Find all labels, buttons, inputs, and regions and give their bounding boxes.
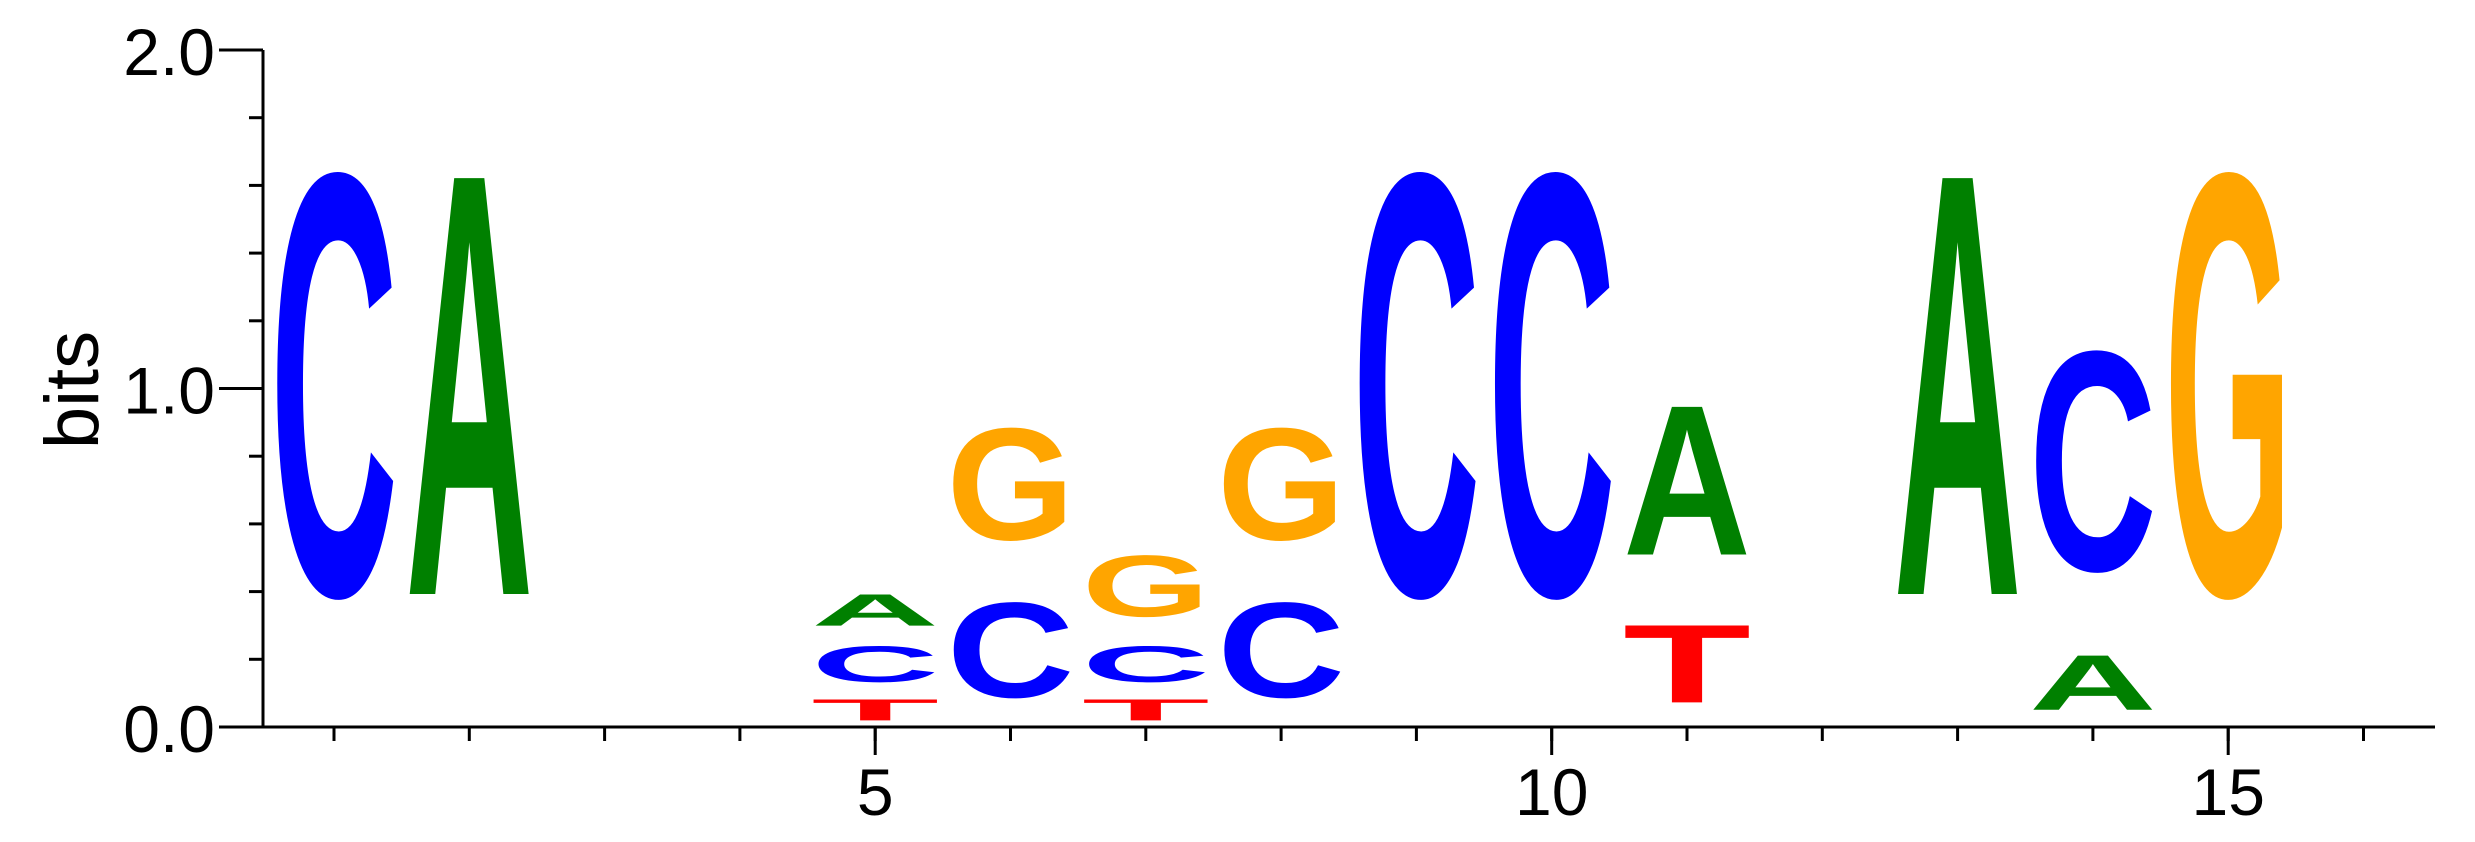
svg-text:A: A: [2029, 639, 2157, 727]
logo-letter-g-pos-8: G: [1217, 395, 1345, 574]
svg-text:C: C: [1082, 635, 1210, 692]
svg-text:C: C: [1352, 48, 1480, 722]
x-axis: 5 10 15: [263, 725, 2435, 829]
svg-text:A: A: [811, 585, 939, 635]
logo-letter-t-pos-11: T: [1623, 601, 1751, 726]
logo-letter-c-pos-14: C: [2029, 287, 2157, 638]
logo-letter-c-pos-5: C: [811, 635, 939, 692]
logo-letter-t-pos-7: T: [1082, 693, 1210, 727]
svg-text:T: T: [1082, 693, 1210, 727]
logo-letter-g-pos-6: G: [947, 395, 1075, 574]
logo-letter-c-pos-8: C: [1217, 575, 1345, 727]
logo-letter-t-pos-5: T: [811, 693, 939, 727]
svg-text:A: A: [405, 48, 533, 722]
logo-letter-a-pos-5: A: [811, 585, 939, 635]
svg-text:C: C: [2029, 287, 2157, 638]
svg-text:T: T: [1623, 601, 1751, 726]
svg-text:G: G: [947, 395, 1075, 574]
svg-text:C: C: [1217, 575, 1345, 727]
svg-text:C: C: [270, 48, 398, 722]
svg-text:G: G: [2164, 47, 2292, 722]
x-tick-label: 15: [2191, 755, 2264, 829]
logo-letter-c-pos-1: C: [270, 48, 398, 722]
logo-letter-c-pos-6: C: [946, 575, 1074, 727]
logo-letter-c-pos-10: C: [1488, 48, 1616, 722]
x-tick-label: 5: [857, 755, 894, 829]
svg-text:C: C: [1488, 48, 1616, 722]
svg-text:C: C: [811, 635, 939, 692]
y-axis-label: bits: [30, 331, 115, 449]
y-tick-label: 0.0: [123, 692, 215, 766]
logo-letter-a-pos-11: A: [1623, 360, 1751, 600]
svg-text:T: T: [811, 693, 939, 727]
y-axis: 0.0 1.0 2.0: [123, 15, 265, 766]
svg-text:G: G: [1217, 395, 1345, 574]
logo-letter-a-pos-13: A: [1894, 48, 2022, 722]
y-tick-label: 2.0: [123, 15, 215, 89]
logo-letter-a-pos-14: A: [2029, 639, 2157, 727]
svg-text:G: G: [1082, 537, 1210, 635]
logo-letter-c-pos-9: C: [1352, 48, 1480, 722]
logo-letter-c-pos-7: C: [1082, 635, 1210, 692]
svg-text:A: A: [1894, 48, 2022, 722]
svg-text:A: A: [1623, 360, 1751, 600]
svg-text:C: C: [946, 575, 1074, 727]
x-tick-label: 10: [1515, 755, 1588, 829]
logo-letter-g-pos-7: G: [1082, 537, 1210, 635]
logo-letter-a-pos-2: A: [405, 48, 533, 722]
logo-letter-g-pos-15: G: [2164, 47, 2292, 722]
y-tick-label: 1.0: [123, 354, 215, 428]
